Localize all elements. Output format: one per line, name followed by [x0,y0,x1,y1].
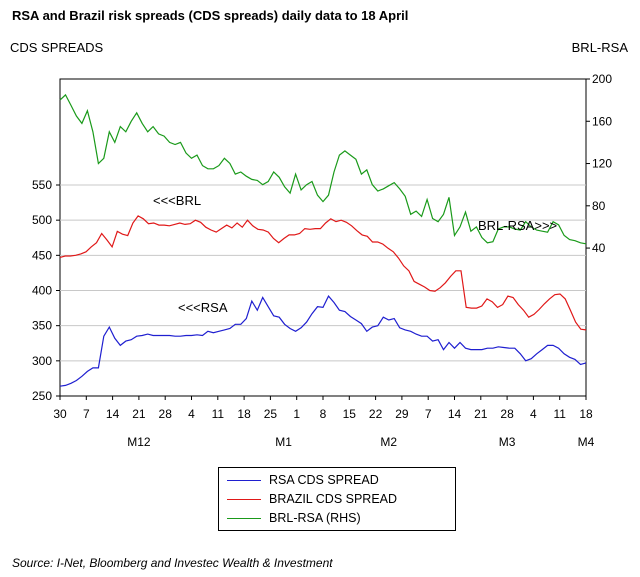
x-tick-label: 4 [530,407,537,421]
x-tick-label: 29 [395,407,409,421]
x-tick-label: 1 [293,407,300,421]
x-tick-label: 14 [448,407,462,421]
x-tick-label: 22 [369,407,383,421]
x-tick-label: 15 [343,407,357,421]
series-line-0 [59,295,587,387]
legend-swatch-rsa [227,479,261,481]
legend-swatch-brl-rsa [227,517,261,519]
legend-swatch-brazil [227,498,261,500]
legend-label-brazil: BRAZIL CDS SPREAD [269,492,398,506]
x-tick-label: 18 [237,407,251,421]
x-tick-label: 25 [264,407,278,421]
x-tick-label: 8 [320,407,327,421]
x-tick-label: 21 [132,407,146,421]
legend-label-brl-rsa: BRL-RSA (RHS) [269,511,361,525]
right-tick-label: 160 [592,114,612,128]
left-tick-label: 350 [32,319,52,333]
left-tick-label: 400 [32,284,52,298]
left-axis-title: CDS SPREADS [10,40,104,55]
chart-legend: RSA CDS SPREAD BRAZIL CDS SPREAD BRL-RSA… [218,467,456,531]
month-label: M2 [380,435,397,449]
legend-item-brl-rsa: BRL-RSA (RHS) [227,509,361,527]
x-tick-label: 11 [553,407,566,421]
month-label: M1 [275,435,292,449]
series-line-1 [59,215,587,331]
x-tick-label: 18 [579,407,593,421]
annotation-brl-rsa: BRL-RSA>>> [478,218,557,233]
annotation-rsa: <<<RSA [178,300,228,315]
left-tick-label: 250 [32,389,52,403]
x-tick-label: 11 [212,407,225,421]
x-tick-label: 21 [474,407,488,421]
x-tick-label: 4 [188,407,195,421]
series-line-2 [59,93,587,245]
x-tick-label: 28 [500,407,514,421]
x-tick-label: 7 [83,407,90,421]
left-tick-label: 500 [32,213,52,227]
left-tick-label: 450 [32,248,52,262]
right-tick-label: 200 [592,72,612,86]
right-tick-label: 120 [592,157,612,171]
annotation-brl: <<<BRL [153,193,201,208]
x-tick-label: 30 [53,407,67,421]
x-tick-label: 28 [159,407,173,421]
month-label: M4 [578,435,595,449]
chart-title: RSA and Brazil risk spreads (CDS spreads… [12,8,409,23]
right-tick-label: 80 [592,199,606,213]
right-tick-label: 40 [592,241,606,255]
month-label: M3 [499,435,516,449]
legend-label-rsa: RSA CDS SPREAD [269,473,379,487]
legend-item-brazil: BRAZIL CDS SPREAD [227,490,397,508]
x-tick-label: 7 [425,407,432,421]
right-axis-title: BRL-RSA [571,40,628,55]
x-tick-label: 14 [106,407,120,421]
legend-item-rsa: RSA CDS SPREAD [227,471,379,489]
month-label: M12 [127,435,151,449]
left-tick-label: 300 [32,354,52,368]
source-note: Source: I-Net, Bloomberg and Investec We… [12,556,333,570]
left-tick-label: 550 [32,178,52,192]
